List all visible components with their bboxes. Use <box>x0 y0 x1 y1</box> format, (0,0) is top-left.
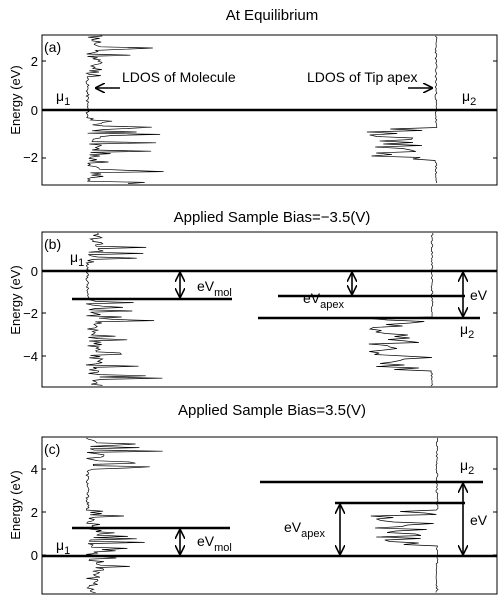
panel-b-mu1-label: μ1 <box>70 249 84 269</box>
panel-a-ytick: −2 <box>23 150 38 165</box>
panel-c-label: (c) <box>44 441 60 457</box>
panel-a-mu2-label: μ2 <box>462 88 476 108</box>
panel-c-ev-total-label: eV <box>470 512 488 528</box>
panel-b-mu2-label: μ2 <box>460 321 474 341</box>
panel-b-title: Applied Sample Bias=−3.5(V) <box>174 209 371 226</box>
panel-c: Applied Sample Bias=3.5(V) Energy (eV) 4… <box>8 402 498 595</box>
panel-b-ytick: 0 <box>31 264 38 279</box>
panel-b-ytick: −2 <box>23 306 38 321</box>
panel-b-ytick: −4 <box>23 349 38 364</box>
panel-b-y-axis-label: Energy (eV) <box>8 265 23 334</box>
panel-b-molecule-ldos-curve <box>85 232 163 386</box>
panel-c-tip-ldos-curve <box>370 437 439 593</box>
panel-b-evmol-label: eVmol <box>197 278 232 299</box>
panel-c-ytick: 0 <box>31 548 38 563</box>
panel-c-plot-frame <box>41 436 498 595</box>
panel-b-tick-marks <box>42 270 497 357</box>
panel-c-molecule-ldos-curve <box>85 437 163 594</box>
panel-b-plot-frame <box>41 231 498 388</box>
panel-c-evapex-label: eVapex <box>284 519 325 540</box>
panel-b-tip-ldos-curve <box>368 232 434 387</box>
panel-b-ev-total-label: eV <box>470 287 488 303</box>
panel-c-title: Applied Sample Bias=3.5(V) <box>178 402 366 419</box>
panel-a-y-axis-label: Energy (eV) <box>8 65 23 134</box>
panel-a-ytick: 2 <box>31 54 38 69</box>
panel-a-ytick: 0 <box>31 103 38 118</box>
panel-c-mu1-label: μ1 <box>56 537 70 557</box>
panel-a-annotation-molecule: LDOS of Molecule <box>122 69 236 85</box>
panel-c-mu2-label: μ2 <box>460 457 474 477</box>
panel-b: Applied Sample Bias=−3.5(V) Energy (eV) … <box>8 209 498 388</box>
panel-a-title: At Equilibrium <box>226 7 319 24</box>
panel-c-ytick: 2 <box>31 505 38 520</box>
panel-b-evapex-label: eVapex <box>303 290 344 311</box>
panel-c-y-axis-label: Energy (eV) <box>8 470 23 539</box>
panel-c-ytick: 4 <box>31 462 38 477</box>
panel-a-annotation-tip: LDOS of Tip apex <box>307 69 418 85</box>
panel-a: At Equilibrium Energy (eV) 2 0 −2 (a) μ1… <box>8 7 498 186</box>
panel-a-label: (a) <box>44 39 61 55</box>
panel-c-evmol-label: eVmol <box>197 533 232 554</box>
panel-b-label: (b) <box>44 236 61 252</box>
panel-a-mu1-label: μ1 <box>56 88 70 108</box>
